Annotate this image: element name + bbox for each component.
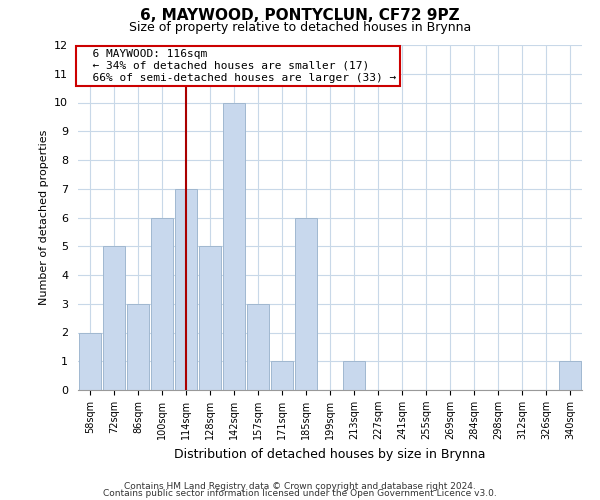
Text: Contains HM Land Registry data © Crown copyright and database right 2024.: Contains HM Land Registry data © Crown c… <box>124 482 476 491</box>
Bar <box>175 188 197 390</box>
Bar <box>103 246 125 390</box>
Bar <box>559 361 581 390</box>
Bar <box>247 304 269 390</box>
Bar <box>223 102 245 390</box>
Bar <box>151 218 173 390</box>
Text: Contains public sector information licensed under the Open Government Licence v3: Contains public sector information licen… <box>103 489 497 498</box>
Bar <box>199 246 221 390</box>
Bar <box>343 361 365 390</box>
Bar <box>79 332 101 390</box>
Y-axis label: Number of detached properties: Number of detached properties <box>38 130 49 305</box>
Text: 6, MAYWOOD, PONTYCLUN, CF72 9PZ: 6, MAYWOOD, PONTYCLUN, CF72 9PZ <box>140 8 460 22</box>
Bar <box>271 361 293 390</box>
Bar <box>127 304 149 390</box>
Text: Size of property relative to detached houses in Brynna: Size of property relative to detached ho… <box>129 21 471 34</box>
Bar <box>295 218 317 390</box>
X-axis label: Distribution of detached houses by size in Brynna: Distribution of detached houses by size … <box>174 448 486 460</box>
Text: 6 MAYWOOD: 116sqm
  ← 34% of detached houses are smaller (17)
  66% of semi-deta: 6 MAYWOOD: 116sqm ← 34% of detached hous… <box>79 50 397 82</box>
